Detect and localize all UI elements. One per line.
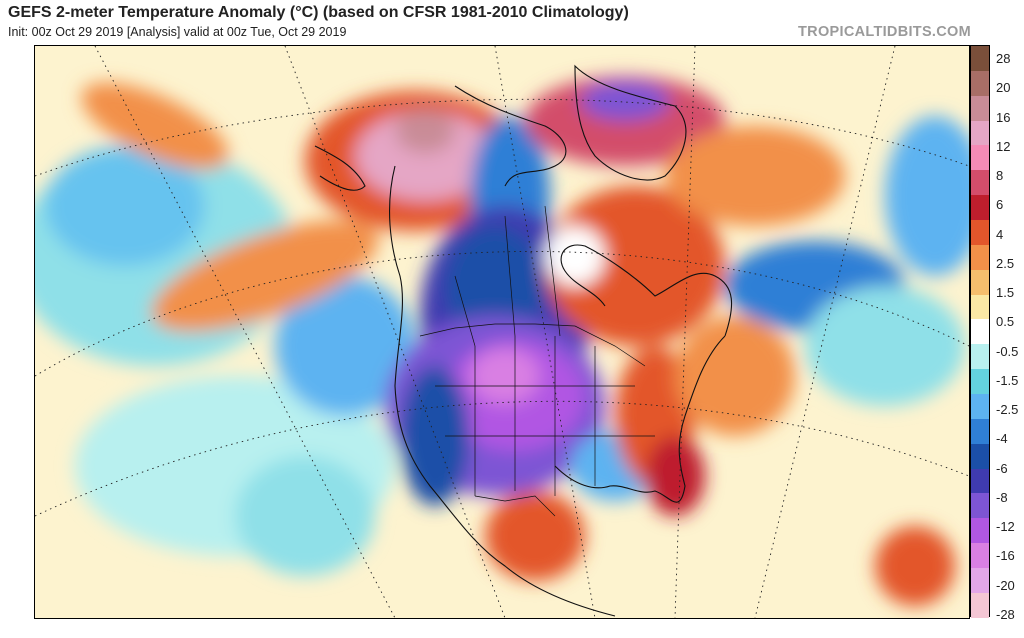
anomaly-fields: [35, 76, 969, 606]
colorbar-swatch: [971, 195, 989, 221]
province-line-1: [454, 275, 476, 347]
colorbar-swatch: [971, 120, 989, 146]
north-pacific-warm: [81, 82, 229, 170]
colorbar-tick-label: 28: [996, 51, 1011, 66]
colorbar-swatch: [971, 145, 989, 171]
colorbar-swatch: [971, 418, 989, 444]
map-canvas: [35, 46, 969, 618]
us-mexico-border: [474, 495, 556, 517]
colorbar-tick-label: -12: [996, 519, 1015, 535]
greenland-cold-core: [580, 81, 670, 121]
colorbar-swatch: [971, 493, 989, 519]
colorbar-tick-label: 2.5: [996, 255, 1015, 271]
quebec-warm: [545, 186, 725, 346]
colorbar-swatch: [971, 592, 989, 618]
colorbar-swatch: [971, 244, 989, 270]
chart-subtitle: Init: 00z Oct 29 2019 [Analysis] valid a…: [8, 25, 347, 39]
colorbar-tick-label: 0.5: [996, 314, 1015, 330]
longitude-line-4: [674, 46, 696, 618]
colorbar-tick-label: -16: [996, 548, 1015, 564]
colorbar-swatch: [971, 269, 989, 295]
canada-cold-edge: [445, 226, 545, 346]
colorbar-swatch: [971, 220, 989, 245]
mexico-warm: [485, 491, 585, 581]
colorbar-tick-label: 20: [996, 80, 1011, 96]
colorbar-swatch: [971, 170, 989, 196]
colorbar-swatch: [971, 344, 989, 370]
colorbar-tick-label: -20: [996, 577, 1015, 593]
west-coastline: [389, 165, 616, 617]
colorbar-swatch: [971, 46, 989, 71]
graticule: [35, 46, 969, 618]
pacific-cool-core: [45, 146, 205, 266]
alaska-coast: [314, 145, 366, 191]
colorbar: [970, 45, 990, 618]
colorbar-swatch: [971, 95, 989, 121]
colorbar-tick-label: 8: [996, 168, 1004, 184]
colorbar-swatch: [971, 443, 989, 469]
colorbar-swatch: [971, 394, 989, 419]
brand-watermark: TROPICALTIDBITS.COM: [798, 24, 971, 40]
colorbar-tick-label: -2.5: [996, 402, 1019, 418]
anomaly-map: [34, 45, 970, 619]
atlantic-warm: [675, 316, 795, 436]
greenland-outline: [574, 64, 687, 181]
hudson-labrador-coast: [560, 244, 733, 337]
colorbar-swatch: [971, 543, 989, 569]
colorbar-tick-label: 6: [996, 197, 1004, 213]
colorbar-swatch: [971, 568, 989, 593]
us-cold-extreme: [470, 348, 540, 404]
caribbean-warm: [875, 526, 955, 606]
colorbar-swatch: [971, 70, 989, 96]
longitude-line-5: [754, 46, 896, 618]
alaska-warm-core: [355, 111, 495, 201]
latitude-line-3: [35, 98, 969, 177]
alaska-hot-core: [395, 109, 455, 153]
chart-title: GEFS 2-meter Temperature Anomaly (°C) (b…: [8, 4, 629, 21]
gulf-east-coastline: [554, 335, 726, 503]
arctic-coast: [454, 85, 567, 187]
colorbar-tick-label: -0.5: [996, 343, 1019, 359]
colorbar-swatch: [971, 294, 989, 320]
political-borders: [419, 205, 655, 517]
atlantic-cool: [805, 286, 965, 406]
coastlines: [314, 64, 733, 617]
colorbar-tick-label: -4: [996, 431, 1008, 447]
province-line-3: [544, 205, 561, 337]
colorbar-tick-label: -8: [996, 489, 1008, 505]
colorbar-tick-label: 16: [996, 109, 1011, 125]
colorbar-tick-label: 4: [996, 226, 1004, 242]
colorbar-tick-label: 1.5: [996, 285, 1015, 301]
colorbar-tick-label: 12: [996, 138, 1011, 154]
colorbar-tick-label: -28: [996, 607, 1015, 622]
colorbar-swatch: [971, 518, 989, 544]
province-line-2: [504, 215, 516, 337]
hudson-neutral: [545, 226, 605, 286]
colorbar-swatch: [971, 319, 989, 345]
pacific-warm-band: [151, 220, 379, 332]
west-coast-cold: [400, 366, 470, 506]
colorbar-swatch: [971, 468, 989, 494]
offshore-cool-core: [275, 276, 415, 416]
colorbar-tick-label: -1.5: [996, 372, 1019, 388]
northeast-atlantic-cool: [885, 116, 969, 276]
latitude-line-2: [35, 400, 969, 517]
north-atlantic-warm: [665, 126, 845, 226]
colorbar-tick-label: -6: [996, 460, 1008, 476]
florida-warm: [645, 436, 705, 516]
baja-offshore-cool: [235, 456, 375, 576]
us-canada-border: [419, 323, 646, 367]
colorbar-swatch: [971, 369, 989, 395]
